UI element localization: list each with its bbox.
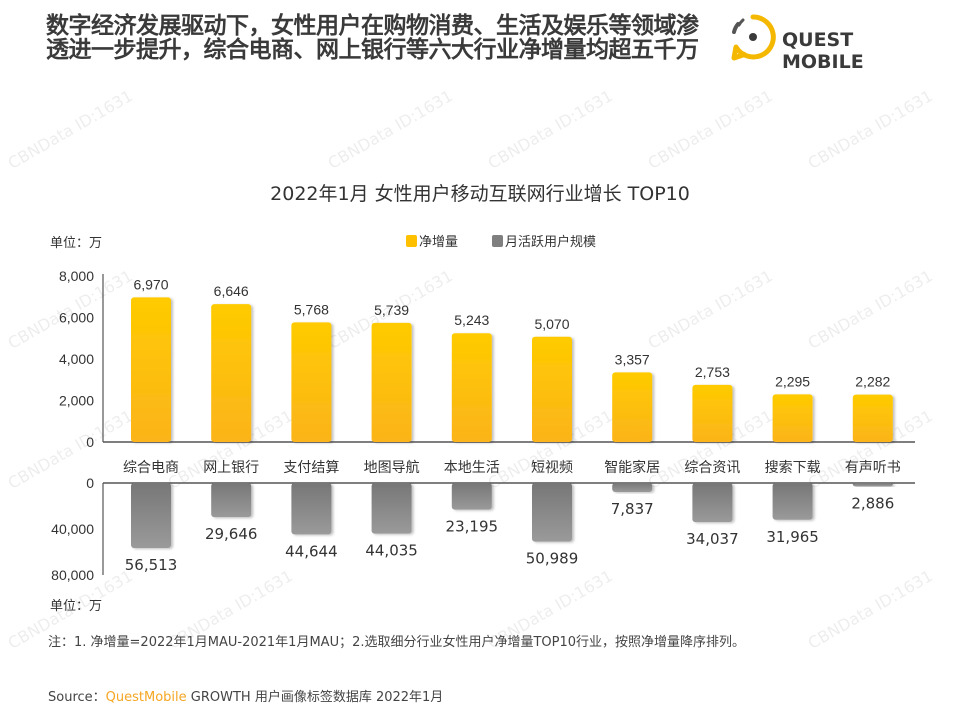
legend-item-net-increase: 净增量 [406,231,458,250]
data-label-net-increase: 6,646 [214,283,249,299]
bar-mau [451,483,492,510]
x-category-label: 地图导航 [364,460,420,476]
data-label-mau: 31,965 [766,528,819,546]
x-category-label: 有声听书 [845,460,901,476]
headline: 数字经济发展驱动下，女性用户在购物消费、生活及娱乐等领域渗透进一步提升，综合电商… [46,13,699,63]
x-category-label: 综合资讯 [684,460,740,476]
legend-swatch-mau [492,234,504,247]
data-label-net-increase: 6,970 [133,276,168,292]
data-label-mau: 34,037 [686,530,739,548]
data-label-net-increase: 5,739 [374,302,409,318]
x-category-label: 短视频 [531,460,573,476]
bar-net-increase [291,322,332,442]
quest-mobile-logo: QUEST MOBILE [728,12,928,73]
data-label-net-increase: 5,243 [454,312,489,328]
data-label-mau: 23,195 [446,518,499,536]
data-label-net-increase: 5,768 [294,301,329,317]
data-label-mau: 44,035 [365,542,418,560]
data-label-net-increase: 5,070 [534,316,569,332]
data-label-net-increase: 3,357 [615,351,650,367]
legend-item-mau: 月活跃用户规模 [492,231,596,250]
y-tick-label-bottom: 80,000 [51,567,94,583]
source-line: Source：QuestMobile GROWTH 用户画像标签数据库 2022… [48,686,443,705]
x-category-label: 网上银行 [203,460,259,476]
quest-mobile-logo-icon [731,14,776,61]
bar-mau [131,483,171,548]
y-tick-label-top: 0 [86,434,94,450]
y-tick-label-top: 6,000 [59,310,94,326]
unit-label-bottom: 单位：万 [50,599,103,614]
bar-net-increase [371,322,412,442]
data-label-mau: 2,886 [851,494,894,512]
data-label-mau: 50,989 [526,550,579,568]
bar-net-increase [131,297,171,442]
chart-title: 2022年1月 女性用户移动互联网行业增长 TOP10 [270,183,690,205]
bar-mau [852,483,893,487]
bar-mau [612,483,653,493]
bar-net-increase [612,372,653,442]
bar-mau [692,483,733,523]
bar-mau [772,483,813,520]
legend: 净增量 月活跃用户规模 [406,231,596,250]
y-tick-label-top: 8,000 [59,268,94,284]
bar-net-increase [451,333,492,442]
bar-net-increase [692,384,733,442]
x-category-label: 本地生活 [444,460,500,476]
x-category-label: 智能家居 [604,459,660,476]
y-tick-label-top: 4,000 [59,351,94,367]
data-label-net-increase: 2,295 [775,373,810,389]
data-label-mau: 29,646 [205,525,258,543]
legend-label: 净增量 [419,235,459,250]
source-brand: QuestMobile [105,690,187,705]
data-label-mau: 7,837 [611,500,654,518]
source-prefix: Source： [48,690,106,705]
source-rest: GROWTH 用户画像标签数据库 2022年1月 [186,690,444,705]
bar-net-increase [772,394,813,442]
data-label-net-increase: 2,753 [695,364,730,380]
data-label-mau: 56,513 [125,556,178,574]
data-label-mau: 44,644 [285,542,338,560]
y-tick-label-top: 2,000 [59,393,94,409]
bar-mau [371,483,412,534]
x-category-label: 综合电商 [123,460,179,476]
logo-text: QUEST MOBILE [782,29,864,73]
upper-panel: 0 2,000 4,000 6,000 8,000 6,970 综合电商 6,646 网上银行 5… [59,268,915,476]
bar-mau [532,483,572,542]
unit-label-top: 单位：万 [50,236,103,251]
y-tick-label-bottom: 0 [86,475,94,491]
footnote: 注：1. 净增量=2022年1月MAU-2021年1月MAU；2.选取细分行业女… [48,635,746,650]
x-category-label: 搜索下载 [765,459,821,476]
legend-swatch-net-increase [406,234,417,247]
bar-mau [291,483,332,535]
x-category-label: 支付结算 [283,460,339,476]
y-tick-label-bottom: 40,000 [51,521,94,537]
bar-net-increase [532,336,572,442]
bar-mau [211,483,252,518]
legend-label: 月活跃用户规模 [505,235,597,250]
lower-panel: 0 40,000 80,000 56,513 29,646 44,644 44,035 23,… [51,475,915,583]
bar-net-increase [211,304,252,442]
data-label-net-increase: 2,282 [855,374,890,390]
bar-net-increase [852,394,893,442]
